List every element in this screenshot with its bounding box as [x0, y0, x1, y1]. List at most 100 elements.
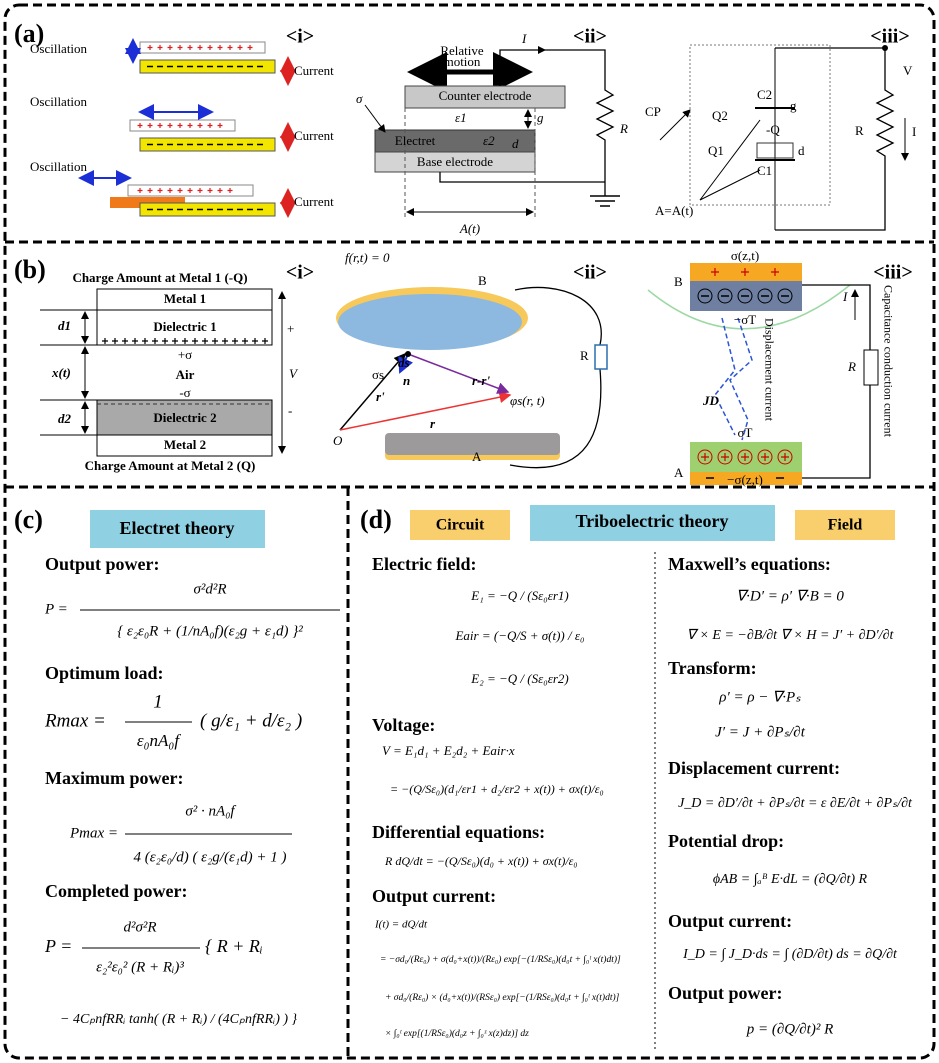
- label: Oscillation: [30, 159, 88, 174]
- label: φs(r, t): [510, 393, 545, 408]
- label: motion: [444, 54, 481, 69]
- heading: Optimum load:: [45, 663, 164, 683]
- label: Current: [294, 63, 334, 78]
- tag: Field: [828, 517, 863, 534]
- label: r-r': [472, 373, 490, 388]
- panel-label: (c): [14, 505, 43, 534]
- circuit-sketch: [660, 45, 905, 230]
- label: Charge Amount at Metal 1 (-Q): [72, 270, 247, 285]
- label: n: [403, 373, 410, 388]
- label: Metal 1: [164, 291, 206, 306]
- equation: E₁ = −Q / (Sε₀εr1): [470, 588, 569, 603]
- sub-label: <ii>: [573, 26, 607, 48]
- figure: (a) <i> <ii> <iii> Oscillation Oscillati…: [0, 0, 939, 1063]
- equation: ( g/ε₁ + d/ε₂ ): [200, 710, 302, 731]
- equation: ϕAB = ∫ₐᴮ E·dL = (∂Q/∂t) R: [713, 872, 868, 887]
- label: O: [333, 433, 343, 448]
- equation: σ²d²R: [193, 581, 226, 597]
- label: Counter electrode: [439, 88, 532, 103]
- label: R: [580, 348, 589, 363]
- label: R: [847, 359, 856, 374]
- label: C2: [757, 87, 772, 102]
- label: -: [288, 403, 292, 418]
- label: σ(z,t): [731, 248, 759, 263]
- label: I: [521, 31, 527, 46]
- label: d: [512, 136, 519, 151]
- heading: Potential drop:: [668, 831, 784, 851]
- label: -Q: [766, 122, 780, 137]
- tag: Triboelectric theory: [575, 511, 728, 531]
- equation: { R + Rᵢ: [205, 936, 263, 956]
- equation: I(t) = dQ/dt: [374, 919, 428, 931]
- label: A(t): [459, 221, 480, 236]
- equation: V = E₁d₁ + E₂d₂ + Eair·x: [382, 743, 515, 758]
- equation: d²σ²R: [123, 919, 156, 935]
- heading: Completed power:: [45, 881, 187, 901]
- equation: ρ′ = ρ − ∇·Pₛ: [718, 689, 801, 705]
- label: σT: [738, 425, 753, 440]
- heading: Displacement current:: [668, 758, 840, 778]
- label: A: [472, 449, 482, 464]
- equation: Pmax =: [69, 825, 118, 841]
- equation: 4 (ε₂ε₀/d) ( ε₂g/(ε₁d) + 1 ): [134, 849, 287, 865]
- label: f(r,t) = 0: [345, 250, 390, 265]
- label: ε1: [455, 110, 467, 125]
- label: d2: [58, 411, 72, 426]
- label: +σ: [178, 347, 192, 362]
- label: Oscillation: [30, 94, 88, 109]
- equation: { ε₂ε₀R + (1/nA₀f)(ε₂g + ε₁d) }²: [117, 623, 303, 639]
- tag: Circuit: [436, 517, 485, 534]
- label: B: [674, 274, 683, 289]
- sub-label: <i>: [286, 262, 314, 284]
- sub-label: <iii>: [873, 262, 912, 284]
- equation: σ² · nA₀f: [185, 803, 236, 819]
- equation: ε₀nA₀f: [137, 731, 181, 750]
- label: R: [855, 123, 864, 138]
- label: σ: [356, 91, 363, 106]
- equation: Eair = (−Q/S + σ(t)) / ε₀: [454, 628, 584, 643]
- equation: Rmax =: [44, 710, 106, 731]
- equation: × ∫₀ᵗ exp[(1/RSε₀)(d₀z + ∫₀ᶻ x(z)dz)] dz: [385, 1028, 529, 1039]
- label: Air: [176, 367, 195, 382]
- label: r: [430, 416, 436, 431]
- label: ds: [398, 355, 410, 370]
- label: Dielectric 2: [153, 410, 216, 425]
- capacitor-sketch: [80, 40, 288, 216]
- label: Base electrode: [417, 154, 493, 169]
- heading: Output current:: [668, 911, 792, 931]
- equation: + σd₀/(Rε₀) × (d₀+x(t))/(RSε₀) exp[−(1/R…: [385, 992, 620, 1003]
- label: I: [912, 124, 916, 139]
- label: Current: [294, 194, 334, 209]
- label: V: [289, 366, 299, 381]
- label: +: [287, 321, 294, 336]
- heading: Electric field:: [372, 554, 476, 574]
- label: R: [619, 121, 628, 136]
- label: Electret: [395, 133, 436, 148]
- label: x(t): [51, 365, 71, 380]
- label: −σT: [734, 312, 756, 327]
- label: ε2: [483, 133, 495, 148]
- label: g: [537, 110, 544, 125]
- equation: J′ = J + ∂Pₛ/∂t: [715, 724, 806, 740]
- label: Current: [294, 128, 334, 143]
- equation: = −σd₀/(Rε₀) + σ(d₀+x(t))/(Rε₀) exp[−(1/…: [380, 954, 621, 965]
- equation: P =: [44, 601, 68, 617]
- equation: R dQ/dt = −(Q/Sε₀)(d₀ + x(t)) + σx(t)/ε₀: [384, 854, 578, 868]
- equation: ∇·D′ = ρ′ ∇·B = 0: [736, 588, 844, 604]
- equation: ε₂²ε₀² (R + Rᵢ)³: [96, 959, 184, 975]
- equation: p = (∂Q/∂t)² R: [746, 1021, 834, 1037]
- label: Q1: [708, 143, 724, 158]
- heading: Output power:: [668, 983, 783, 1003]
- label: g: [790, 98, 797, 113]
- label: −σ(z,t): [727, 472, 763, 487]
- panel-label: (b): [14, 255, 46, 284]
- heading: Output power:: [45, 554, 160, 574]
- label: Q2: [712, 108, 728, 123]
- label: Capacitance conduction current: [881, 285, 895, 438]
- label: V: [903, 63, 913, 78]
- label: Metal 2: [164, 437, 206, 452]
- label: A: [674, 465, 684, 480]
- layer-sketch: [40, 289, 282, 456]
- label: r': [376, 389, 385, 404]
- label: I: [842, 289, 848, 304]
